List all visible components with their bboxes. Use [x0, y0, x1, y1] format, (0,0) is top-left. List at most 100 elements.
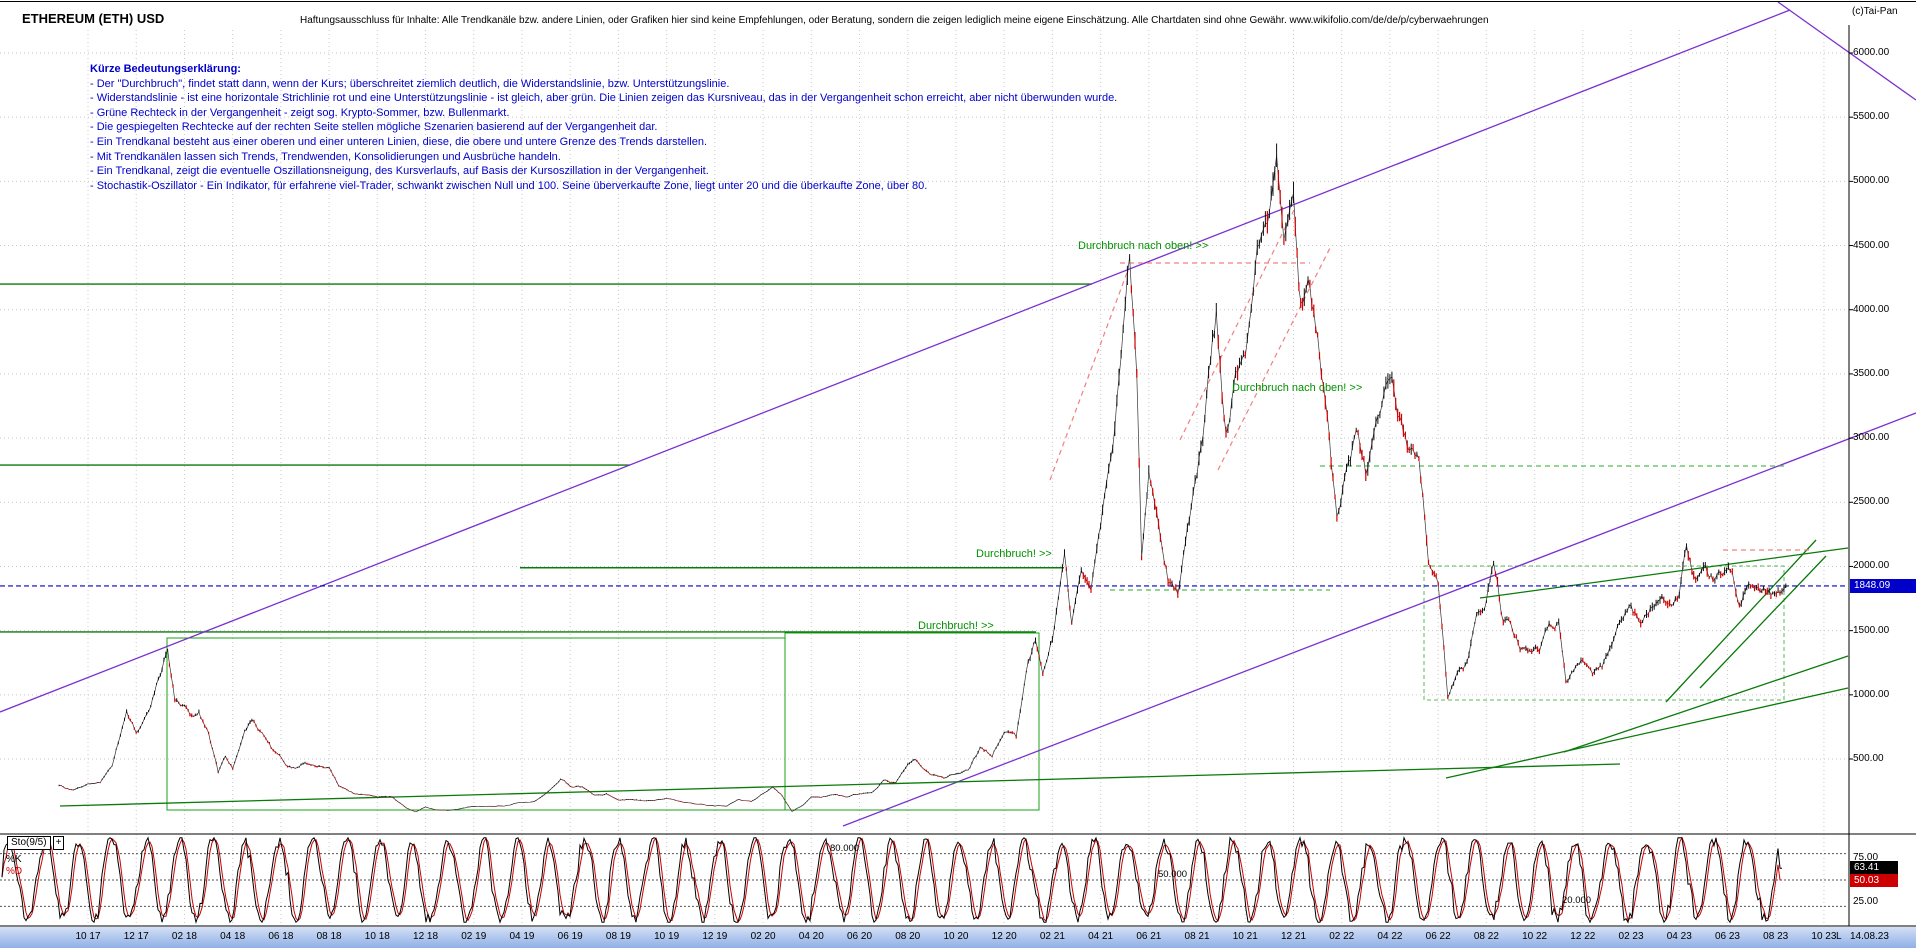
time-tick-label: 02 22	[1329, 931, 1355, 942]
price-tick-label: 2500.00	[1853, 496, 1890, 508]
time-tick-label: 10 21	[1232, 931, 1258, 942]
last-bar-marker: L	[1836, 931, 1842, 942]
time-tick-label: 10 17	[75, 931, 101, 942]
scenario-rectangle[interactable]	[784, 632, 1040, 811]
scenario-rectangle[interactable]	[166, 637, 786, 811]
legend-block: Kürze Bedeutungserklärung: - Der "Durchb…	[90, 62, 1117, 193]
price-tick-label: 4500.00	[1853, 239, 1890, 251]
oscillator-label[interactable]: Sto(9/5)	[7, 836, 51, 850]
time-tick-label: 08 22	[1473, 931, 1499, 942]
time-tick-label: 12 18	[413, 931, 439, 942]
oscillator-level-label: 80.000	[830, 842, 860, 854]
price-candles-up	[58, 143, 1787, 812]
legend-line: - Der "Durchbruch", findet statt dann, w…	[90, 77, 730, 90]
time-tick-label: 12 21	[1280, 931, 1307, 942]
oscillator-header: Sto(9/5) +	[7, 836, 65, 850]
dashed-red-line[interactable]	[1217, 247, 1331, 471]
disclaimer-text: Haftungsausschluss für Inhalte: Alle Tre…	[300, 15, 1489, 26]
price-tick-label: 500.00	[1853, 753, 1884, 764]
breakout-annotation: Durchbruch nach oben! >>	[1078, 240, 1209, 252]
trend-line-green[interactable]	[1445, 687, 1849, 779]
oscillator-tick-25: 25.00	[1853, 896, 1879, 907]
trend-line-green[interactable]	[59, 763, 1621, 807]
price-tick-label: 2000.00	[1853, 560, 1890, 572]
price-tick-label: 5000.00	[1853, 175, 1890, 187]
legend-line: - Ein Trendkanal besteht aus einer obere…	[90, 135, 708, 148]
time-tick-label: 12 22	[1570, 931, 1596, 942]
time-tick-label: 04 20	[798, 931, 824, 942]
time-tick-label: 06 23	[1714, 931, 1740, 942]
time-tick-label: 02 19	[461, 931, 487, 942]
time-tick-label: 04 22	[1377, 931, 1403, 942]
breakout-annotation: Durchbruch nach oben! >>	[1232, 382, 1363, 394]
time-tick-label: 06 22	[1425, 931, 1451, 942]
trend-line-green[interactable]	[1563, 655, 1849, 753]
time-tick-label: 10 18	[364, 931, 390, 942]
time-tick-label: 10 20	[943, 931, 969, 942]
oscillator-tick-75: 75.00	[1853, 852, 1879, 863]
trend-line-green[interactable]	[1665, 539, 1817, 703]
time-tick-label: 04 23	[1666, 931, 1692, 942]
time-tick-label: 08 20	[895, 931, 921, 942]
stochastic-k-label: %K	[6, 854, 22, 865]
legend-line: - Widerstandslinie - ist eine horizontal…	[90, 92, 1118, 105]
price-tick-label: 6000.00	[1853, 47, 1890, 58]
legend-line: - Grüne Rechteck in der Vergangenheit - …	[90, 106, 510, 119]
oscillator-level-label: 20.000	[1562, 895, 1592, 907]
price-tick-label: 5500.00	[1853, 111, 1890, 123]
time-tick-label: 08 18	[316, 931, 342, 942]
legend-heading: Kürze Bedeutungserklärung:	[90, 63, 241, 75]
chart-title: ETHEREUM (ETH) USD	[22, 11, 165, 26]
time-tick-label: 04 21	[1088, 931, 1114, 942]
time-axis-strip[interactable]	[0, 927, 1916, 948]
time-tick-label: 06 19	[557, 931, 583, 942]
price-tick-label: 1000.00	[1853, 688, 1890, 700]
legend-line: - Ein Trendkanal, zeigt die eventuelle O…	[90, 165, 709, 178]
breakout-annotation: Durchbruch! >>	[918, 620, 994, 632]
stochastic-k-value-badge: 63.41	[1850, 861, 1898, 874]
time-tick-label: 08 19	[605, 931, 631, 942]
time-tick-label: 12 19	[702, 931, 728, 942]
stochastic-d-value-badge: 50.03	[1850, 874, 1898, 887]
time-tick-label: 06 20	[847, 931, 873, 942]
time-tick-label: 04 19	[509, 931, 535, 942]
breakout-annotation: Durchbruch! >>	[976, 548, 1052, 560]
oscillator-level-label: 50.000	[1158, 869, 1188, 880]
time-tick-label: 02 20	[750, 931, 776, 942]
time-tick-label: 12 17	[123, 931, 149, 942]
scenario-rectangle[interactable]	[1423, 565, 1785, 701]
trend-line-purple[interactable]	[842, 412, 1916, 827]
trend-line-purple[interactable]	[1777, 1, 1916, 101]
time-tick-label: 06 21	[1136, 931, 1162, 942]
time-tick-label: 02 18	[171, 931, 197, 942]
time-tick-label: 06 18	[268, 931, 294, 942]
dashed-red-line[interactable]	[1049, 269, 1129, 481]
time-tick-label: 12 20	[991, 931, 1017, 942]
dashed-red-line[interactable]	[1179, 209, 1295, 441]
price-tick-label: 4000.00	[1853, 303, 1890, 315]
price-candles-down	[60, 170, 1781, 812]
time-tick-label: 02 21	[1039, 931, 1065, 942]
trend-line-green[interactable]	[1699, 555, 1827, 689]
stochastic-d-label: %D	[6, 866, 23, 877]
time-tick-label: 02 23	[1618, 931, 1644, 942]
time-tick-label: 08 21	[1184, 931, 1210, 942]
legend-line: - Die gespiegelten Rechtecke auf der rec…	[90, 121, 658, 134]
copyright-label: (c)Tai-Pan	[1852, 6, 1898, 17]
time-tick-label: 08 23	[1763, 931, 1789, 942]
legend-line: - Stochastik-Oszillator - Ein Indikator,…	[90, 179, 928, 192]
last-date-label: 14.08.23	[1850, 931, 1889, 942]
time-tick-label: 10 22	[1522, 931, 1548, 942]
price-tick-label: 3500.00	[1853, 367, 1890, 379]
time-tick-label: 10 23	[1811, 931, 1837, 942]
trend-line-green[interactable]	[1479, 547, 1849, 599]
current-price-badge: 1848.09	[1850, 579, 1916, 593]
time-tick-label: 10 19	[654, 931, 680, 942]
oscillator-expand-button[interactable]: +	[52, 836, 65, 850]
price-tick-label: 3000.00	[1853, 432, 1890, 444]
price-close-line	[59, 155, 1788, 813]
legend-line: - Mit Trendkanälen lassen sich Trends, T…	[90, 150, 561, 163]
trend-line-purple[interactable]	[0, 9, 1791, 713]
